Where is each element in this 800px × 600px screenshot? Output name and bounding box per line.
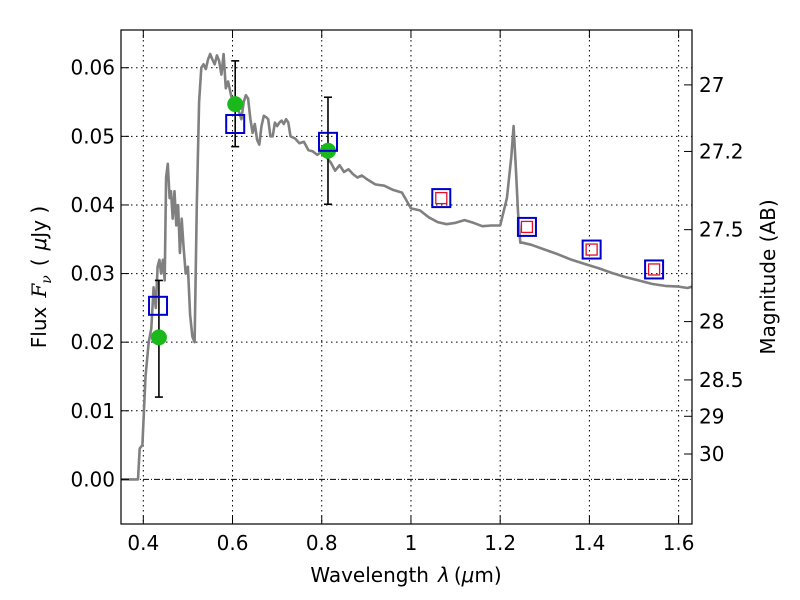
model-point-box [431,188,452,209]
y-tick-label: 0.02 [70,330,115,354]
x-axis-title: Wavelength [310,563,429,587]
y-tick-label: 0.01 [70,399,115,423]
y-axis-unit-rest: Jy ) [27,206,51,240]
y-tick-label: 0.06 [70,56,115,80]
y-tick-label: 0.03 [70,262,115,286]
magnitude-tick-label: 28 [699,310,724,334]
x-tick-label: 1.4 [573,531,605,555]
x-tick-label: 0.8 [306,531,338,555]
magnitude-tick-label: 27 [699,73,724,97]
y-axis-label: Flux Fν ( μJy ) [27,206,55,348]
plot-frame [120,29,693,525]
y-tick-label: 0.05 [70,124,115,148]
observed-point [227,96,244,113]
x-tick-labels: 0.4 0.6 0.8 1 1.2 1.4 1.6 [127,531,694,555]
model-points [148,113,665,316]
grid-lines [121,30,692,524]
model-point-inner-box [435,191,448,205]
magnitude-tick-label: 30 [699,442,724,466]
magnitude-tick-label: 29 [699,404,724,428]
y-axis-unit-mu: μ [27,238,51,252]
observed-points [150,96,336,346]
y-axis-symbol: F [27,283,51,299]
model-point-inner-box [520,220,534,234]
observed-point [150,329,167,346]
model-point-inner-box [585,243,598,256]
x-axis-unit-rest: m) [474,563,501,587]
magnitude-tick-label: 28.5 [699,368,744,392]
model-point-box [225,113,246,134]
magnitude-tick-labels: 27 27.2 27.5 28 28.5 29 30 [699,73,744,466]
model-spectrum-line [121,52,692,481]
x-axis-unit-mu: μ [461,563,475,587]
model-point-box [644,259,665,280]
y-axis-symbol-sub: ν [39,275,55,284]
x-axis-symbol: λ [437,563,450,587]
magnitude-tick-label: 27.2 [699,139,744,163]
series-layer [121,52,692,481]
x-tick-label: 1.6 [663,531,695,555]
y-tick-label: 0.00 [70,467,115,491]
model-point-box [148,295,169,316]
right-axis-label: Magnitude (AB) [756,199,780,354]
x-tick-label: 1 [405,531,418,555]
axis-ticks [121,30,692,524]
plot-background [121,30,692,524]
x-tick-label: 1.2 [484,531,516,555]
model-point-box [581,239,602,260]
y-axis-title: Flux [27,306,51,348]
model-point-box [516,216,537,237]
magnitude-tick-label: 27.5 [699,218,744,242]
model-point-box [317,131,338,152]
x-tick-label: 0.4 [127,531,159,555]
x-axis-label: Wavelength λ (μm) [310,563,501,587]
y-tick-labels: 0.00 0.01 0.02 0.03 0.04 0.05 0.06 [70,56,115,492]
y-axis-unit-open: ( [27,258,51,266]
x-tick-label: 0.6 [217,531,249,555]
model-point-inner-box [647,263,661,276]
y-tick-label: 0.04 [70,193,115,217]
x-axis-unit-open: ( [454,563,462,587]
